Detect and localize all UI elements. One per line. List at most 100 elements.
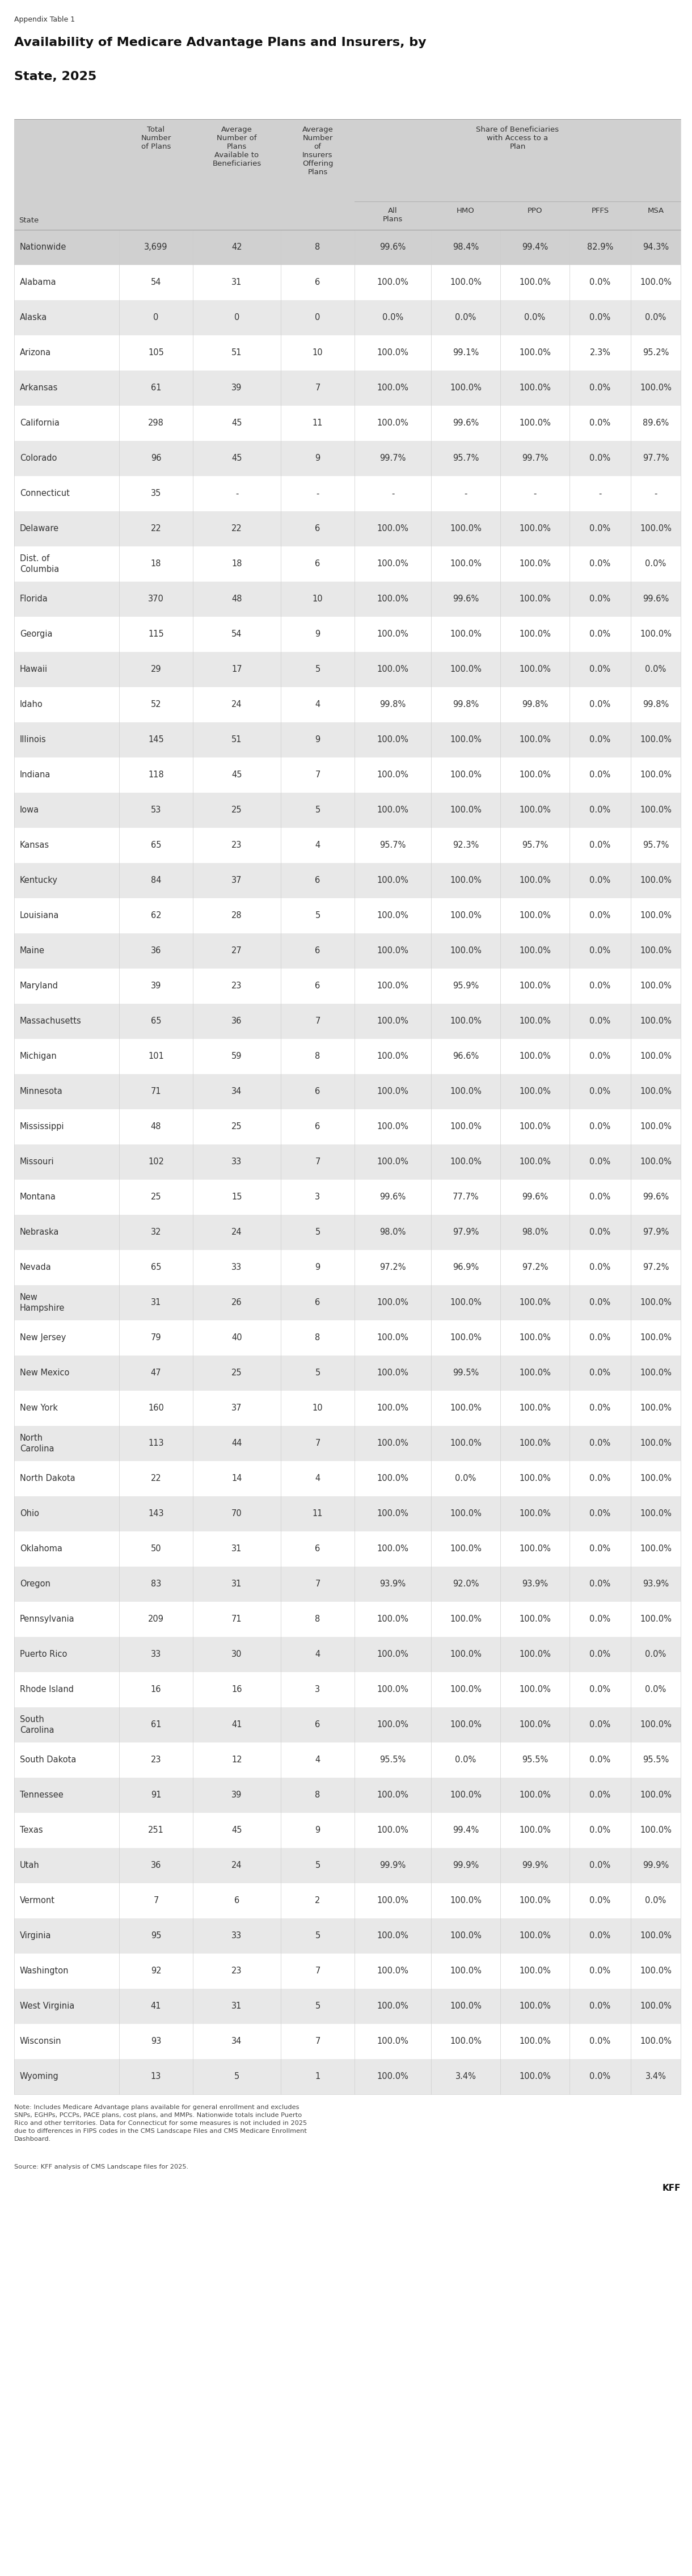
Text: 100.0%: 100.0%: [450, 1685, 482, 1695]
Text: 145: 145: [148, 737, 164, 744]
Text: 100.0%: 100.0%: [377, 876, 409, 886]
Text: 7: 7: [315, 384, 320, 392]
Text: 99.6%: 99.6%: [380, 242, 406, 252]
Text: 0.0%: 0.0%: [590, 1368, 610, 1378]
Text: 5: 5: [315, 1862, 320, 1870]
Text: 0.0%: 0.0%: [590, 948, 610, 956]
Text: Appendix Table 1: Appendix Table 1: [14, 15, 75, 23]
Text: Source: KFF analysis of CMS Landscape files for 2025.: Source: KFF analysis of CMS Landscape fi…: [14, 2164, 188, 2169]
Text: Massachusetts: Massachusetts: [20, 1018, 82, 1025]
Text: 100.0%: 100.0%: [377, 1473, 409, 1484]
Text: 93.9%: 93.9%: [643, 1579, 668, 1589]
Text: Illinois: Illinois: [20, 737, 46, 744]
Text: Georgia: Georgia: [20, 631, 53, 639]
Text: Arizona: Arizona: [20, 348, 51, 358]
Text: 0.0%: 0.0%: [645, 1651, 666, 1659]
Bar: [14, 863, 681, 899]
Text: 100.0%: 100.0%: [640, 1440, 671, 1448]
Text: 29: 29: [151, 665, 161, 675]
Text: 65: 65: [151, 1018, 161, 1025]
Text: 100.0%: 100.0%: [519, 559, 551, 569]
Bar: [14, 1497, 681, 1530]
Text: 15: 15: [232, 1193, 242, 1200]
Text: 99.7%: 99.7%: [522, 453, 548, 464]
Bar: [14, 1847, 681, 1883]
Text: 100.0%: 100.0%: [519, 665, 551, 675]
Text: 0.0%: 0.0%: [590, 842, 610, 850]
Text: 100.0%: 100.0%: [377, 1651, 409, 1659]
Text: 65: 65: [151, 842, 161, 850]
Bar: [14, 1285, 681, 1321]
Text: 99.9%: 99.9%: [522, 1862, 548, 1870]
Text: 0.0%: 0.0%: [590, 701, 610, 708]
Text: Share of Beneficiaries
with Access to a
Plan: Share of Beneficiaries with Access to a …: [476, 126, 559, 149]
Text: 100.0%: 100.0%: [519, 2074, 551, 2081]
Text: 95.5%: 95.5%: [380, 1757, 406, 1765]
Text: 113: 113: [148, 1440, 164, 1448]
Bar: [14, 721, 681, 757]
Text: 54: 54: [151, 278, 161, 286]
Bar: [14, 1427, 681, 1461]
Text: 100.0%: 100.0%: [450, 665, 482, 675]
Text: 0.0%: 0.0%: [590, 1404, 610, 1412]
Text: 95.5%: 95.5%: [643, 1757, 668, 1765]
Text: 0.0%: 0.0%: [525, 314, 545, 322]
Text: 95: 95: [151, 1932, 161, 1940]
Text: 100.0%: 100.0%: [450, 876, 482, 886]
Text: 8: 8: [315, 1615, 320, 1623]
Text: 100.0%: 100.0%: [640, 1510, 671, 1517]
Text: 3: 3: [315, 1685, 320, 1695]
Text: 0.0%: 0.0%: [590, 1826, 610, 1834]
Text: 100.0%: 100.0%: [519, 1510, 551, 1517]
Text: 70: 70: [232, 1510, 242, 1517]
Text: 0: 0: [234, 314, 239, 322]
Text: 39: 39: [232, 384, 242, 392]
Text: 5: 5: [315, 1932, 320, 1940]
Text: 100.0%: 100.0%: [640, 384, 671, 392]
Text: 65: 65: [151, 1262, 161, 1273]
Text: 31: 31: [232, 1579, 242, 1589]
Text: 0.0%: 0.0%: [382, 314, 403, 322]
Text: 24: 24: [232, 1862, 242, 1870]
Text: Availability of Medicare Advantage Plans and Insurers, by: Availability of Medicare Advantage Plans…: [14, 36, 426, 49]
Text: Nationwide: Nationwide: [20, 242, 66, 252]
Text: 24: 24: [232, 1229, 242, 1236]
Text: 93.9%: 93.9%: [522, 1579, 548, 1589]
Text: 100.0%: 100.0%: [450, 1440, 482, 1448]
Text: 62: 62: [151, 912, 161, 920]
Text: 5: 5: [315, 1368, 320, 1378]
Text: 143: 143: [148, 1510, 164, 1517]
Text: 100.0%: 100.0%: [450, 1546, 482, 1553]
Text: 0.0%: 0.0%: [590, 1651, 610, 1659]
Text: 0.0%: 0.0%: [645, 1685, 666, 1695]
Text: 12: 12: [232, 1757, 242, 1765]
Text: 0.0%: 0.0%: [455, 1473, 476, 1484]
Text: 98.4%: 98.4%: [453, 242, 479, 252]
Text: 100.0%: 100.0%: [640, 1826, 671, 1834]
Text: 0: 0: [315, 314, 320, 322]
Text: 2: 2: [315, 1896, 320, 1906]
Text: 5: 5: [315, 1229, 320, 1236]
Text: 31: 31: [151, 1298, 161, 1306]
Text: 100.0%: 100.0%: [377, 912, 409, 920]
Text: 32: 32: [151, 1229, 161, 1236]
Text: 100.0%: 100.0%: [640, 1051, 671, 1061]
Text: 84: 84: [151, 876, 161, 886]
Text: 9: 9: [315, 1826, 320, 1834]
Text: 100.0%: 100.0%: [640, 278, 671, 286]
Bar: [14, 1636, 681, 1672]
Text: 100.0%: 100.0%: [450, 806, 482, 814]
Text: 100.0%: 100.0%: [519, 770, 551, 781]
Bar: [14, 265, 681, 301]
Bar: [14, 1144, 681, 1180]
Text: 37: 37: [232, 1404, 242, 1412]
Text: 5: 5: [234, 2074, 239, 2081]
Text: 100.0%: 100.0%: [519, 1051, 551, 1061]
Text: 8: 8: [315, 1334, 320, 1342]
Text: 7: 7: [315, 2038, 320, 2045]
Text: 100.0%: 100.0%: [377, 1510, 409, 1517]
Text: 6: 6: [315, 948, 320, 956]
Bar: [14, 1602, 681, 1636]
Text: 82.9%: 82.9%: [587, 242, 613, 252]
Text: 100.0%: 100.0%: [519, 1685, 551, 1695]
